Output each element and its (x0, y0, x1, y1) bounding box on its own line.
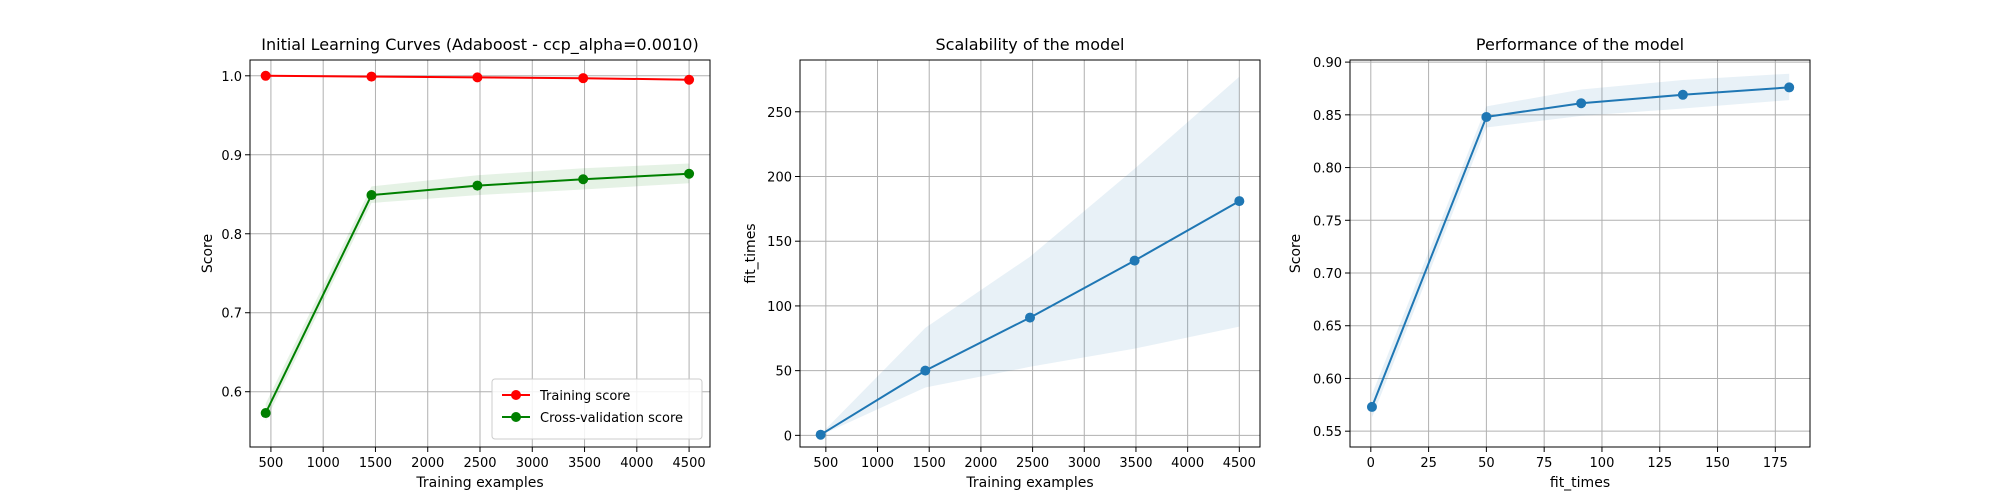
y-tick-label: 0.85 (1313, 109, 1342, 124)
x-axis-label: fit_times (1550, 475, 1610, 491)
y-tick-label: 100 (767, 300, 792, 315)
y-tick-label: 0.90 (1313, 56, 1342, 71)
x-tick-label: 150 (1705, 456, 1730, 471)
x-tick-label: 2000 (964, 456, 997, 471)
y-tick-label: 0.80 (1313, 162, 1342, 177)
x-tick-label: 3000 (516, 456, 549, 471)
x-tick-label: 75 (1536, 456, 1553, 471)
chart-title: Scalability of the model (936, 35, 1125, 54)
legend-marker (511, 412, 521, 422)
y-tick-label: 150 (767, 235, 792, 250)
x-tick-label: 4500 (673, 456, 706, 471)
y-tick-label: 0.7 (221, 307, 242, 322)
data-point (260, 70, 271, 81)
data-point (366, 71, 377, 82)
data-point (578, 174, 589, 185)
x-tick-label: 1500 (359, 456, 392, 471)
x-tick-label: 4000 (620, 456, 653, 471)
y-tick-label: 0.70 (1313, 267, 1342, 282)
data-point (815, 429, 826, 440)
legend-marker (511, 390, 521, 400)
x-tick-label: 2500 (463, 456, 496, 471)
y-axis-label: fit_times (743, 223, 759, 283)
y-tick-label: 250 (767, 106, 792, 121)
x-tick-label: 3000 (1068, 456, 1101, 471)
chart-3: 0 25 50 75 100 125 150 175 0.55 0.60 0.65 0.70 0.75 0… (1288, 35, 1811, 491)
plot-area (800, 60, 1260, 447)
x-tick-label: 4500 (1223, 456, 1256, 471)
y-tick-label: 0.9 (221, 149, 242, 164)
data-point (1576, 98, 1587, 109)
y-tick-label: 0.65 (1313, 320, 1342, 335)
y-tick-label: 0.60 (1313, 372, 1342, 387)
data-point (472, 180, 483, 191)
legend-box (491, 378, 703, 440)
y-tick-label: 200 (767, 170, 792, 185)
y-tick-label: 50 (775, 365, 792, 380)
chart-1: 500 1000 1500 2000 2500 3000 3500 4000 4500 0.6 0.… (200, 35, 711, 491)
x-tick-label: 500 (258, 456, 283, 471)
y-tick-label: 1.0 (221, 70, 242, 85)
legend-entry-label: Cross-validation score (540, 411, 683, 426)
y-axis-label: Score (1288, 234, 1304, 273)
x-tick-label: 0 (1367, 456, 1375, 471)
chart-title: Initial Learning Curves (Adaboost - ccp_… (261, 35, 698, 55)
data-point (578, 73, 589, 84)
x-tick-label: 500 (813, 456, 838, 471)
data-point (1784, 82, 1795, 93)
y-tick-label: 0.75 (1313, 214, 1342, 229)
data-point (920, 365, 931, 376)
series-band-1 (820, 76, 1240, 436)
x-tick-label: 100 (1590, 456, 1615, 471)
x-tick-label: 2000 (411, 456, 444, 471)
x-tick-label: 25 (1420, 456, 1437, 471)
x-tick-label: 125 (1647, 456, 1672, 471)
y-tick-label: 0.8 (221, 228, 242, 243)
data-point (684, 74, 695, 85)
legend: Training score Cross-validation score (491, 378, 703, 440)
data-point (1234, 196, 1245, 207)
chart-title: Performance of the model (1476, 35, 1684, 54)
legend-entry-label: Training score (539, 389, 630, 404)
data-point (472, 72, 483, 83)
data-point (1129, 255, 1140, 266)
y-tick-label: 0.6 (221, 386, 242, 401)
data-point (1481, 111, 1492, 122)
x-tick-label: 1000 (307, 456, 340, 471)
y-tick-label: 0.55 (1313, 425, 1342, 440)
x-tick-label: 50 (1478, 456, 1495, 471)
data-point (1677, 89, 1688, 100)
y-axis-label: Score (200, 234, 216, 273)
data-point (366, 190, 377, 201)
data-point (1366, 401, 1377, 412)
plot-area (1350, 60, 1810, 447)
plot-frame (799, 59, 1261, 448)
data-point (1025, 312, 1035, 323)
plot-frame (1349, 59, 1811, 448)
data-point (260, 408, 271, 419)
x-tick-label: 4000 (1171, 456, 1204, 471)
x-axis-label: Training examples (415, 475, 543, 491)
chart-2: 500 1000 1500 2000 2500 3000 3500 4000 4500 0 50 10… (743, 35, 1261, 491)
data-point (684, 168, 695, 179)
x-tick-label: 1000 (861, 456, 894, 471)
x-tick-label: 1500 (913, 456, 946, 471)
x-axis-label: Training examples (965, 475, 1093, 491)
y-tick-label: 0 (784, 429, 792, 444)
x-tick-label: 175 (1763, 456, 1788, 471)
x-tick-label: 3500 (568, 456, 601, 471)
x-tick-label: 2500 (1016, 456, 1049, 471)
x-tick-label: 3500 (1119, 456, 1152, 471)
